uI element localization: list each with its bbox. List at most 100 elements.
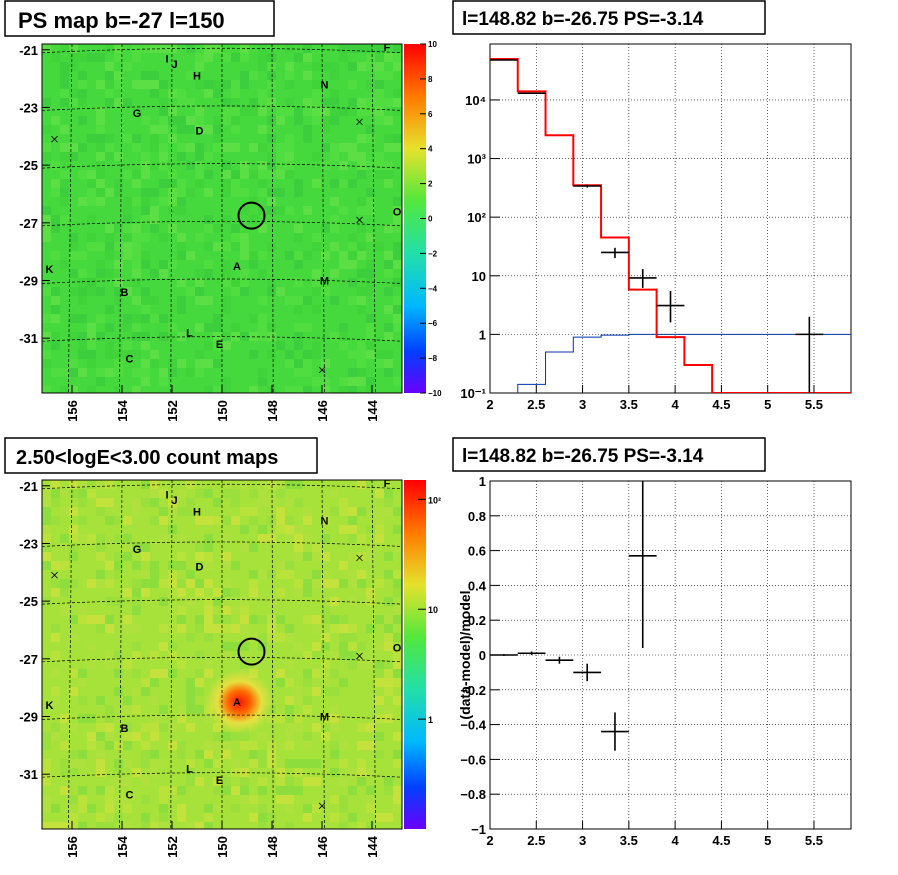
ps-colorbar-tick-label: 6 [428, 110, 433, 119]
map-parallel [42, 772, 402, 778]
spectrum-y-tick-label: 10 [472, 269, 486, 284]
ps-colorbar [404, 44, 426, 393]
map-meridian [170, 44, 173, 393]
map-meridian [119, 480, 123, 829]
source-cross-marker [51, 571, 58, 579]
map-meridian [371, 44, 376, 393]
count-colorbar-ticks: 10² 10 1 [418, 495, 441, 725]
map-parallel [42, 483, 402, 490]
spectrum-x-tick-label: 5 [764, 397, 771, 412]
source-label-I: I [165, 489, 168, 501]
ps-colorbar-tick-label: 4 [428, 145, 433, 154]
source-label-J: J [171, 495, 177, 507]
map-parallel [42, 541, 402, 547]
count-map-title-box [4, 437, 318, 474]
spectrum-data-point [573, 184, 602, 188]
source-cross-marker [318, 802, 326, 810]
map-parallel [42, 599, 402, 605]
source-label-D: D [196, 562, 204, 574]
residual-x-tick-label: 4 [672, 833, 680, 848]
ps-colorbar-tick-label: −6 [428, 319, 438, 328]
map-meridian [68, 44, 73, 393]
count-colorbar-tick-label: 1 [428, 715, 433, 725]
residual-title-box [452, 437, 766, 472]
ps-colorbar-tick-label: −8 [428, 354, 438, 363]
map-x-tick-label: 152 [165, 400, 180, 422]
map-y-tick-label: -27 [19, 652, 38, 667]
total-model-step-line [490, 57, 851, 393]
map-x-tick-label: 150 [215, 836, 230, 858]
spectrum-y-tick-label: 1 [479, 327, 486, 342]
ps-map-y-ticks: -21 -23 -25 -27 -29 -31 [19, 43, 50, 346]
residual-y-tick-label: 0.2 [468, 613, 486, 628]
source-label-I: I [165, 53, 168, 65]
source-label-D: D [196, 126, 204, 138]
source-label-B: B [121, 723, 129, 735]
spectrum-x-tick-label: 3 [579, 397, 586, 412]
map-y-tick-label: -21 [19, 479, 38, 494]
map-x-tick-label: 152 [165, 836, 180, 858]
source-label-J: J [171, 59, 177, 71]
map-parallel [42, 220, 402, 227]
residual-data-point [628, 481, 657, 649]
spectrum-data-point [656, 290, 685, 323]
source-label-K: K [46, 264, 54, 276]
residual-points [490, 481, 657, 751]
count-map-hotspot [205, 670, 274, 735]
ps-map-coordinate-grid [42, 44, 402, 393]
map-parallel [42, 105, 402, 111]
map-meridian [68, 480, 73, 829]
spectrum-x-tick-label: 3.5 [620, 397, 638, 412]
ps-colorbar-tick-label: 8 [428, 75, 433, 84]
spectrum-x-tick-label: 5.5 [805, 397, 823, 412]
map-meridian [170, 480, 173, 829]
ps-colorbar-tick-label: 2 [428, 180, 433, 189]
ps-colorbar-tick-label: 10 [428, 40, 437, 49]
map-meridian [321, 480, 325, 829]
ps-map-texture [42, 44, 402, 393]
target-source-circle [237, 201, 266, 230]
map-x-tick-label: 156 [65, 836, 80, 858]
map-x-tick-label: 144 [365, 835, 380, 857]
source-cross-marker [318, 366, 326, 374]
residual-y-tick-label: 1 [479, 474, 486, 489]
source-label-B: B [121, 287, 129, 299]
spectrum-y-tick-label: 10² [467, 210, 486, 225]
source-label-N: N [321, 79, 329, 91]
source-label-A: A [233, 261, 241, 273]
spectrum-panel: l=148.82 b=-26.75 PS=-3.14 2 2.5 3 3.5 4 4.5 5… [452, 0, 852, 412]
residual-data-point [517, 651, 546, 655]
map-x-tick-label: 150 [215, 400, 230, 422]
spectrum-y-tick-label: 10³ [467, 152, 486, 167]
map-x-tick-label: 144 [365, 399, 380, 421]
residual-y-tick-label: 0.6 [468, 544, 486, 559]
map-parallel [42, 47, 402, 54]
map-x-tick-label: 148 [265, 836, 280, 858]
map-parallel [42, 656, 402, 663]
source-label-C: C [126, 353, 134, 365]
spectrum-plot-area [489, 43, 852, 394]
count-colorbar-tick-label: 10 [428, 605, 438, 615]
spectrum-y-tick-label: 10⁻¹ [460, 386, 486, 401]
map-meridian [271, 480, 274, 829]
count-map-coordinate-grid [42, 480, 402, 829]
spectrum-x-tick-label: 4.5 [712, 397, 730, 412]
residual-data-point [601, 712, 629, 751]
map-parallel [42, 336, 402, 342]
map-parallel [42, 278, 402, 284]
spectrum-data-point [490, 59, 518, 61]
source-cross-marker [356, 554, 363, 562]
map-meridian [321, 44, 325, 393]
ps-colorbar-ticks: 10 8 6 4 2 0 −2 −4 −6 −8 −10 [420, 40, 442, 398]
residual-y-tick-label: 0.4 [468, 578, 487, 593]
ps-colorbar-tick-label: −10 [428, 389, 442, 398]
source-label-M: M [320, 712, 329, 724]
ps-colorbar-tick-label: 0 [428, 215, 433, 224]
source-label-H: H [193, 507, 201, 519]
map-x-tick-label: 156 [65, 400, 80, 422]
spectrum-x-tick-label: 2.5 [527, 397, 545, 412]
residual-x-tick-label: 4.5 [712, 833, 730, 848]
residual-y-tick-label: −0.2 [460, 683, 486, 698]
residual-y-tick-label: 0.8 [468, 509, 486, 524]
spectrum-title-box [452, 0, 766, 35]
